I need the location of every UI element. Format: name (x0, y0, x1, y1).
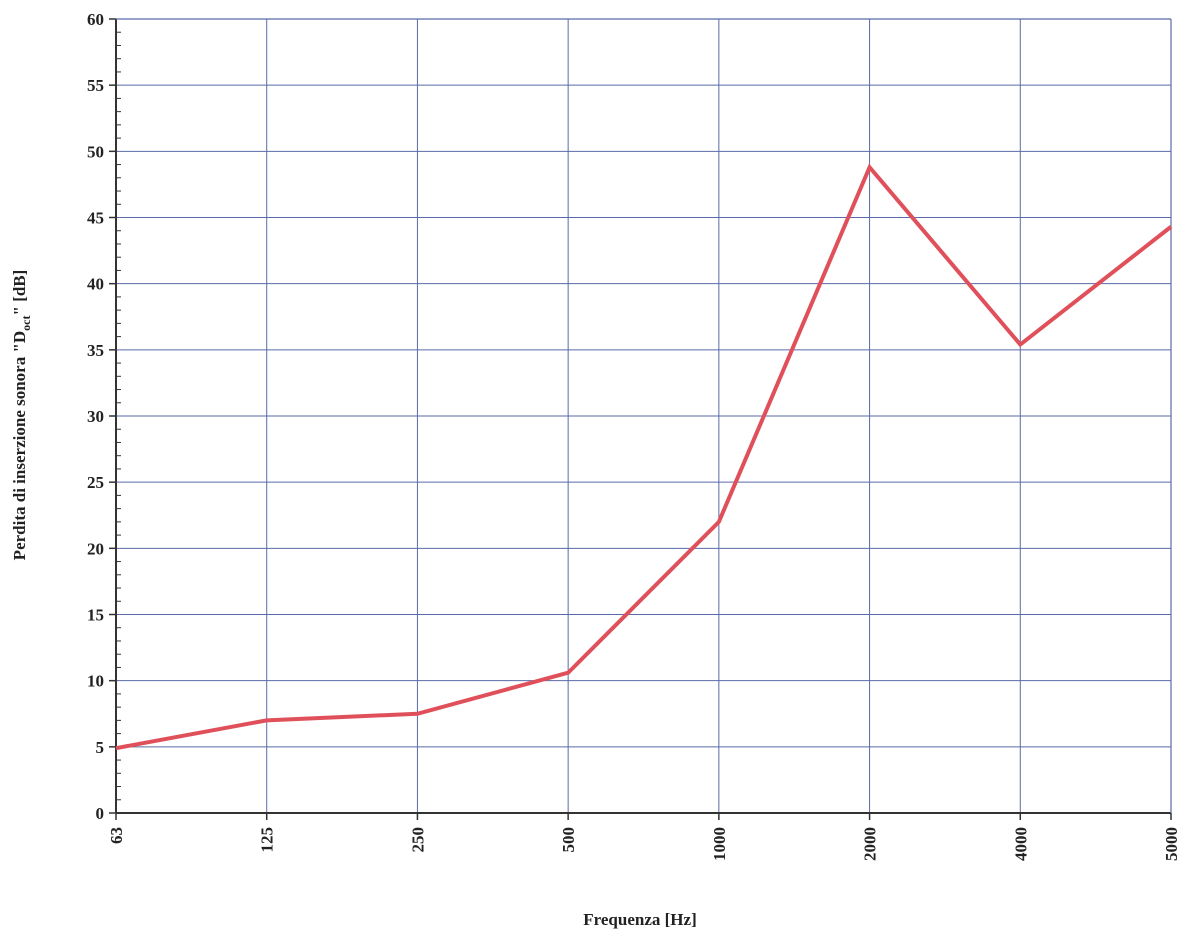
y-tick-label: 30 (87, 407, 104, 426)
y-tick-label: 35 (87, 341, 104, 360)
series-line (115, 163, 1173, 751)
x-tick-label: 1000 (710, 827, 729, 861)
y-axis-title-subscript: oct (19, 316, 33, 331)
y-tick-label: 20 (87, 539, 104, 558)
y-tick-label: 45 (87, 209, 104, 228)
y-tick-label: 40 (87, 275, 104, 294)
x-tick-label: 4000 (1011, 827, 1030, 861)
x-axis-title: Frequenza [Hz] (583, 910, 696, 929)
y-tick-label: 60 (87, 10, 104, 29)
series (115, 163, 1173, 751)
x-tick-label: 125 (258, 827, 277, 853)
y-tick-label: 55 (87, 76, 104, 95)
axes (109, 18, 1172, 820)
grid (115, 18, 1172, 814)
y-tick-label: 50 (87, 142, 104, 161)
x-tick-label: 2000 (861, 827, 880, 861)
y-axis-title-prefix: Perdita di inserzione sonora "D (10, 331, 29, 560)
x-tick-label: 250 (408, 827, 427, 853)
y-tick-label: 15 (87, 606, 104, 625)
y-tick-label: 25 (87, 473, 104, 492)
x-tick-label: 5000 (1162, 827, 1179, 861)
y-tick-labels: 0 5 10 15 20 25 30 35 40 45 50 55 60 (87, 10, 104, 823)
y-tick-label: 10 (87, 672, 104, 691)
y-axis-title: Perdita di inserzione sonora "Doct" [dB] (10, 270, 33, 561)
x-tick-label: 500 (559, 827, 578, 853)
x-tick-label: 63 (107, 827, 126, 844)
x-tick-labels: 63 125 250 500 1000 2000 4000 5000 (107, 827, 1179, 861)
y-tick-label: 5 (96, 738, 105, 757)
y-tick-label: 0 (96, 804, 105, 823)
y-axis-title-suffix: " [dB] (10, 270, 29, 316)
